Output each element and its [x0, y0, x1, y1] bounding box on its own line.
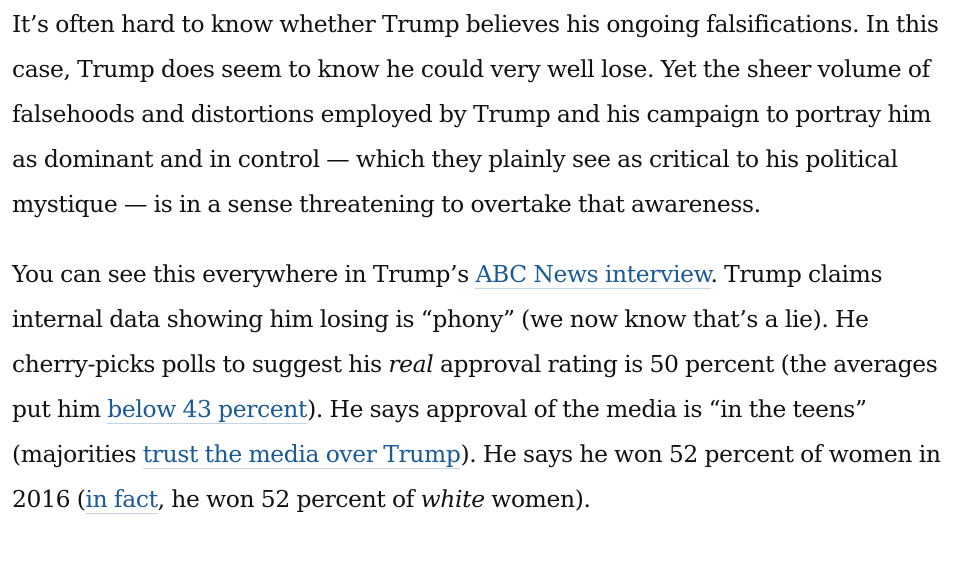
article-body: It’s often hard to know whether Trump be…	[12, 2, 957, 522]
abc-news-interview-link[interactable]: ABC News interview	[475, 260, 711, 289]
emphasis-white: white	[420, 485, 485, 513]
paragraph-text: women).	[484, 485, 591, 513]
paragraph-text: . Trump claims internal data showing him…	[12, 260, 883, 378]
paragraph-text: You can see this everywhere in Trump’s	[12, 260, 476, 288]
paragraph-text: It’s often hard to know whether Trump be…	[12, 10, 939, 218]
paragraph-text: ). He says approval of the media is “in …	[12, 395, 867, 468]
paragraph-text: , he won 52 percent of	[157, 485, 421, 513]
paragraph-text: approval rating is 50 percent (the avera…	[12, 350, 938, 423]
in-fact-link[interactable]: in fact	[85, 485, 158, 514]
paragraph-2: You can see this everywhere in Trump’s A…	[12, 252, 957, 522]
paragraph-text: ). He says he won 52 percent of women in…	[12, 440, 941, 513]
paragraph-1: It’s often hard to know whether Trump be…	[12, 2, 957, 227]
emphasis-real: real	[388, 350, 434, 378]
trust-media-over-trump-link[interactable]: trust the media over Trump	[142, 440, 461, 469]
below-43-percent-link[interactable]: below 43 percent	[107, 395, 308, 424]
